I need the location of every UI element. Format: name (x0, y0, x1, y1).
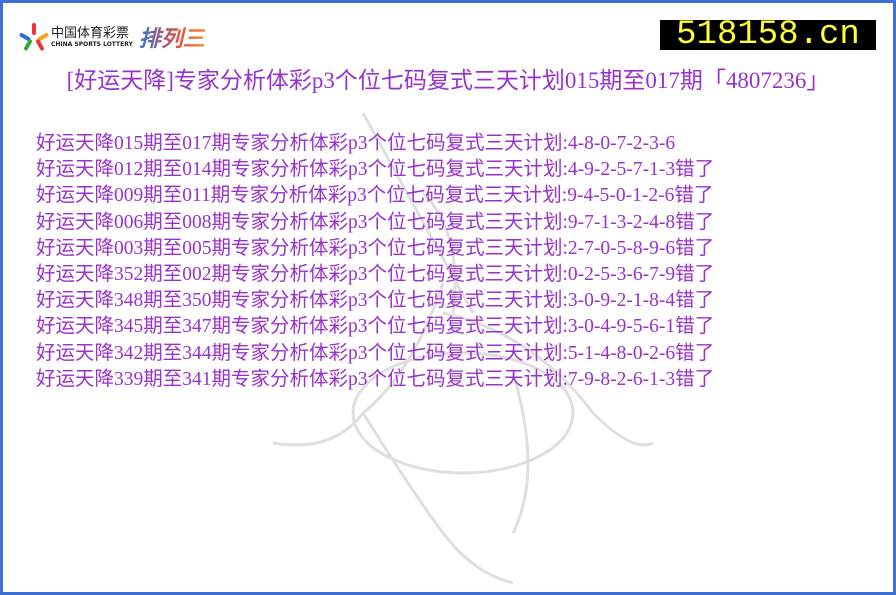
site-banner: 518158.cn (660, 18, 876, 52)
china-sports-lottery-logo: 中国体育彩票 CHINA SPORTS LOTTERY 排列三 (18, 21, 205, 53)
plan-list: 好运天降015期至017期专家分析体彩p3个位七码复式三天计划:4-8-0-7-… (36, 131, 714, 393)
logo-product-name: 排列三 (139, 21, 205, 53)
list-item: 好运天降342期至344期专家分析体彩p3个位七码复式三天计划:5-1-4-8-… (36, 342, 715, 364)
list-item: 好运天降006期至008期专家分析体彩p3个位七码复式三天计划:9-7-1-3-… (36, 211, 715, 233)
list-item: 好运天降345期至347期专家分析体彩p3个位七码复式三天计划:3-0-4-9-… (36, 316, 715, 338)
list-item: 好运天降003期至005期专家分析体彩p3个位七码复式三天计划:2-7-0-5-… (36, 237, 715, 259)
warrior-horse-illustration (272, 113, 654, 585)
list-item: 好运天降348期至350期专家分析体彩p3个位七码复式三天计划:3-0-9-2-… (36, 290, 715, 312)
list-item: 好运天降012期至014期专家分析体彩p3个位七码复式三天计划:4-9-2-5-… (36, 159, 715, 181)
page-title: [好运天降]专家分析体彩p3个位七码复式三天计划015期至017期「480723… (66, 68, 830, 93)
lottery-star-icon (18, 23, 50, 52)
list-item: 好运天降015期至017期专家分析体彩p3个位七码复式三天计划:4-8-0-7-… (36, 133, 676, 154)
logo-english-text: CHINA SPORTS LOTTERY (51, 40, 133, 48)
list-item: 好运天降339期至341期专家分析体彩p3个位七码复式三天计划:7-9-8-2-… (36, 368, 715, 390)
logo-chinese-text: 中国体育彩票 (51, 25, 130, 41)
list-item: 好运天降352期至002期专家分析体彩p3个位七码复式三天计划:0-2-5-3-… (36, 264, 715, 286)
list-item: 好运天降009期至011期专家分析体彩p3个位七码复式三天计划:9-4-5-0-… (36, 185, 714, 207)
